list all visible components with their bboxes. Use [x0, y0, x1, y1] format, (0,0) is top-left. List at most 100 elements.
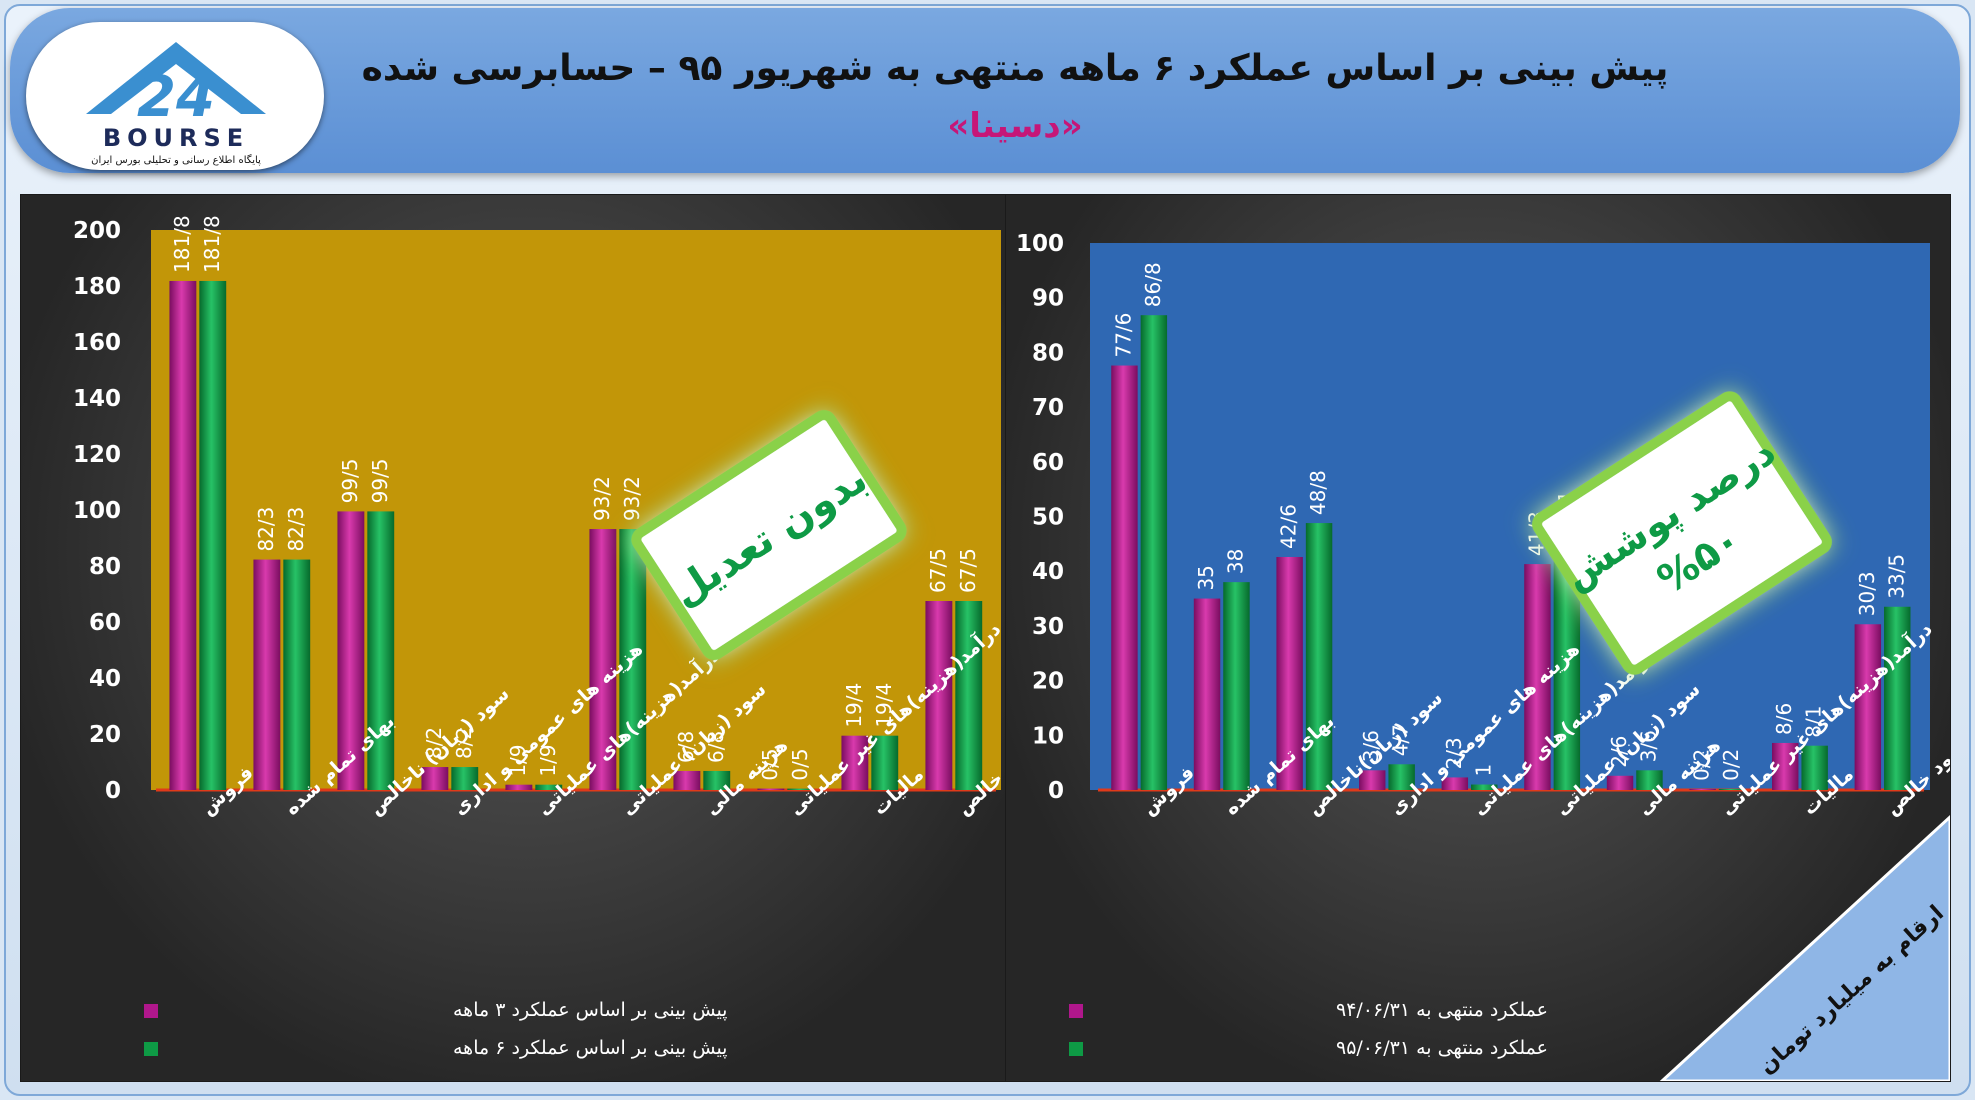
data-label: 48/8 — [1306, 470, 1330, 515]
data-label: 33/5 — [1884, 554, 1908, 599]
bar-series2-8 — [1801, 745, 1828, 790]
y-tick-label: 50 — [1032, 505, 1064, 531]
data-label: 8/1 — [1802, 706, 1826, 738]
bar-series1-5 — [589, 529, 617, 790]
bar-series1-9 — [925, 601, 953, 790]
y-tick-label: 60 — [1032, 450, 1064, 476]
bar-series2-2 — [1305, 523, 1333, 790]
header-banner: پیش بینی بر اساس عملکرد ۶ ماهه منتهی به … — [10, 8, 1960, 173]
y-tick-label: 80 — [89, 554, 121, 580]
data-label: 0/5 — [788, 748, 812, 780]
y-tick-label: 60 — [89, 610, 121, 636]
bar-series1-6 — [1606, 775, 1634, 790]
bar-series2-5 — [619, 529, 647, 790]
data-label: 93/2 — [590, 476, 614, 521]
legend-swatch-magenta — [1069, 1004, 1083, 1018]
logo-mark: 24 BOURSE پایگاه اطلاع رسانی و تحلیلی بو… — [86, 42, 266, 166]
y-tick-label: 200 — [73, 218, 121, 244]
bar-series1-4 — [505, 784, 533, 790]
data-label: 0/5 — [758, 748, 782, 780]
bar-series1-2 — [337, 511, 365, 790]
bar-series2-1 — [1223, 582, 1250, 790]
logo-tagline: پایگاه اطلاع رسانی و تحلیلی بورس ایران — [91, 154, 261, 166]
bar-series1-3 — [421, 767, 449, 790]
legend-series-2: پیش بینی بر اساس عملکرد ۶ ماهه — [453, 1037, 727, 1059]
legend-series-2: عملکرد منتهی به ۹۵/۰۶/۳۱ — [1336, 1037, 1548, 1059]
y-tick-label: 140 — [73, 386, 121, 412]
y-tick-label: 100 — [1016, 231, 1064, 257]
logo-number: 24 — [137, 65, 215, 130]
data-label: 8/6 — [1772, 703, 1796, 735]
legend-right: عملکرد منتهی به ۹۴/۰۶/۳۱ عملکرد منتهی به… — [1069, 999, 1548, 1059]
legend-swatch-magenta — [144, 1004, 158, 1018]
right-chart-panel: 0 10 20 30 40 50 60 70 80 90 100 77/6 86/8 35 38 42/6 4… — [1005, 194, 1971, 1083]
data-label: 1/9 — [536, 744, 560, 776]
data-label: 181/8 — [200, 215, 224, 273]
y-tick-label: 100 — [73, 498, 121, 524]
y-tick-label: 0 — [105, 778, 121, 804]
bar-series1-1 — [253, 559, 281, 790]
data-label: 82/3 — [254, 507, 278, 552]
legend-left: پیش بینی بر اساس عملکرد ۳ ماهه پیش بینی … — [144, 999, 727, 1059]
data-label: 6/8 — [704, 731, 728, 763]
bar-series2-6 — [1636, 770, 1663, 790]
data-label: 30/3 — [1855, 571, 1879, 616]
data-label: 8/2 — [452, 727, 476, 759]
bar-series2-4 — [1471, 784, 1498, 790]
y-tick-label: 10 — [1032, 723, 1064, 749]
logo-roof-icon — [86, 42, 266, 114]
data-label: 0/2 — [1719, 749, 1743, 781]
bar-series2-1 — [283, 559, 311, 790]
bar-series2-7 — [1718, 788, 1746, 790]
y-tick-label: 80 — [1032, 340, 1064, 366]
y-tick-label: 0 — [1048, 778, 1064, 804]
badge-box — [631, 410, 907, 660]
bar-series1-0 — [169, 280, 197, 790]
bar-series1-7 — [757, 788, 785, 790]
corner-ribbon: ارقام به میلیارد تومان — [1658, 813, 1952, 1083]
y-tick-label: 180 — [73, 274, 121, 300]
bar-series2-8 — [871, 735, 899, 790]
bar-series2-9 — [955, 601, 983, 790]
bar-series2-0 — [1140, 315, 1168, 790]
y-tick-label: 70 — [1032, 395, 1064, 421]
bar-series2-7 — [787, 788, 815, 790]
legend-series-1: عملکرد منتهی به ۹۴/۰۶/۳۱ — [1336, 999, 1548, 1021]
bar-series1-7 — [1689, 788, 1716, 790]
bar-series1-4 — [1441, 777, 1469, 790]
chart-forecast: 0 20 40 60 80 100 120 140 160 180 200 181/8 181/8 82… — [73, 215, 1042, 1059]
data-label: 35 — [1194, 565, 1218, 590]
legend-swatch-green — [144, 1042, 158, 1056]
y-tick-label: 30 — [1032, 614, 1064, 640]
data-label: 0/2 — [1690, 749, 1714, 781]
data-label: 19/4 — [842, 683, 866, 728]
data-label: 67/5 — [926, 548, 950, 593]
data-label: 99/5 — [368, 458, 392, 503]
bar-series2-4 — [535, 784, 563, 790]
y-tick-label: 90 — [1032, 286, 1064, 312]
bar-series2-3 — [451, 767, 479, 790]
data-label: 1/9 — [506, 744, 530, 776]
legend-swatch-green — [1069, 1042, 1083, 1056]
bar-series2-2 — [367, 511, 395, 790]
bar-series1-8 — [1772, 742, 1799, 790]
data-label: 99/5 — [338, 458, 362, 503]
data-label: 82/3 — [284, 507, 308, 552]
bar-series1-0 — [1111, 365, 1138, 790]
bar-series1-5 — [1524, 564, 1551, 790]
page-title: پیش بینی بر اساس عملکرد ۶ ماهه منتهی به … — [361, 48, 1669, 89]
y-tick-label: 20 — [89, 722, 121, 748]
y-tick-label: 40 — [89, 666, 121, 692]
data-label: 8/2 — [422, 727, 446, 759]
data-label: 1 — [1471, 764, 1495, 777]
bar-series1-2 — [1276, 556, 1303, 790]
data-label: 181/8 — [170, 215, 194, 273]
bar-series1-1 — [1193, 598, 1221, 790]
bar-series2-0 — [199, 280, 227, 790]
data-label: 19/4 — [872, 683, 896, 728]
page-subtitle: «دسینا» — [947, 106, 1083, 146]
left-chart-panel: 0 20 40 60 80 100 120 140 160 180 200 181/8 181/8 82… — [20, 194, 1042, 1082]
data-label: 93/2 — [620, 476, 644, 521]
bar-series1-9 — [1854, 624, 1882, 790]
